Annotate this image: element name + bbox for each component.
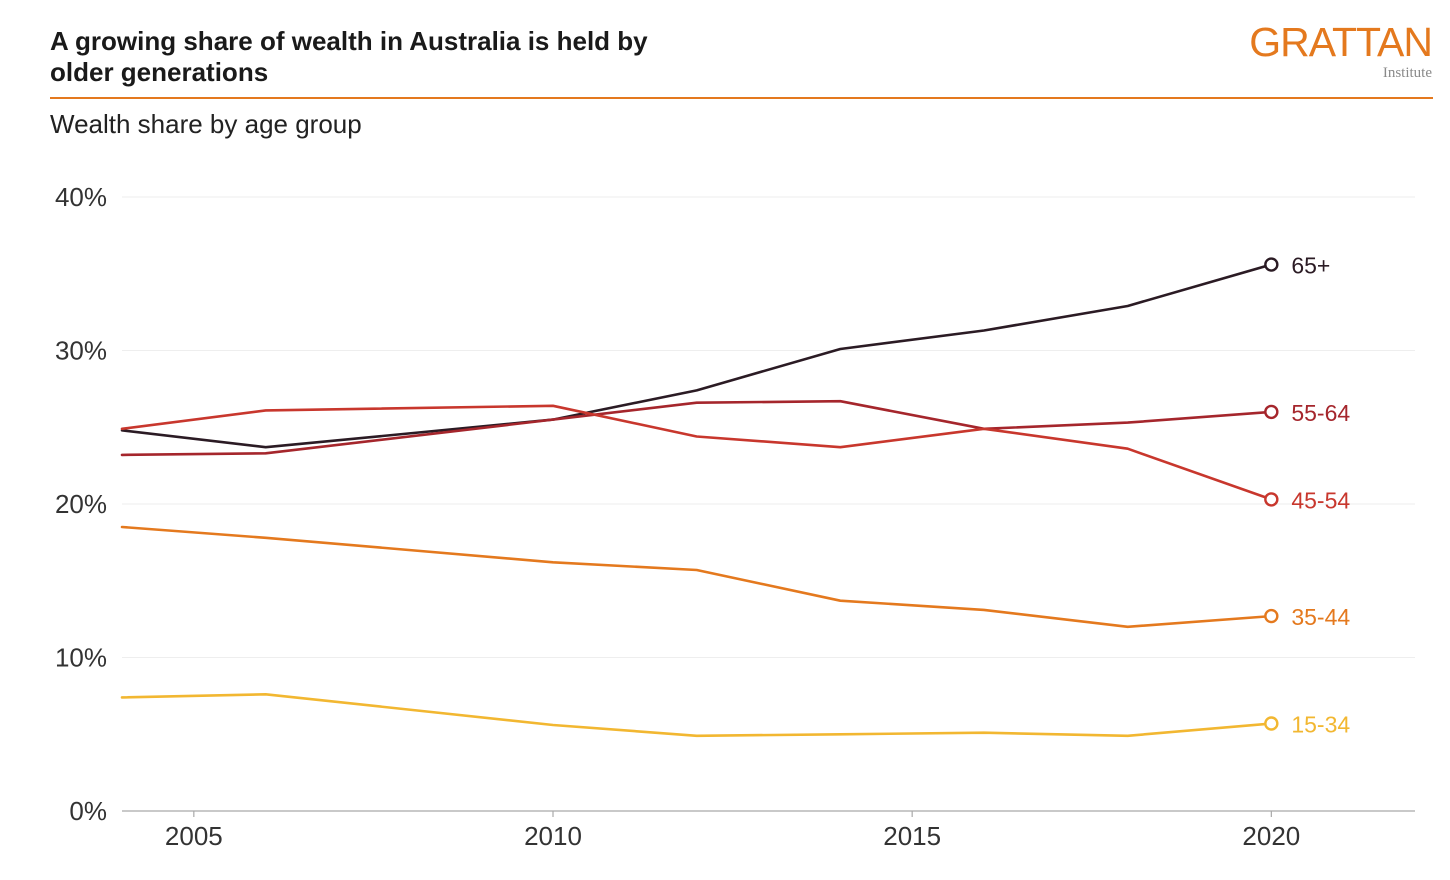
series-label-55-64: 55-64 [1291, 400, 1350, 426]
series-line-45-54 [120, 404, 1273, 501]
series-line-35-44 [120, 525, 1273, 629]
logo-wordmark: GRATTAN [1249, 19, 1433, 65]
series-label-65-: 65+ [1291, 253, 1330, 279]
x-tick-label: 2020 [1242, 821, 1300, 851]
series-end-marker-55-64 [1264, 404, 1279, 420]
logo-subtext: Institute [1382, 65, 1432, 81]
y-tick-label: 40% [55, 182, 107, 212]
series-line-15-34 [120, 692, 1273, 738]
series-line-65- [120, 263, 1273, 449]
x-tick-label: 2015 [883, 821, 941, 851]
gridlines [122, 196, 1415, 658]
chart-title-line-1: A growing share of wealth in Australia i… [50, 26, 648, 56]
y-tick-label: 20% [55, 489, 107, 519]
series-end-marker-45-54 [1264, 492, 1279, 507]
series-label-35-44: 35-44 [1291, 604, 1350, 630]
chart-title-line-2: older generations [50, 57, 269, 87]
series-label-15-34: 15-34 [1291, 712, 1350, 738]
x-axis: 2005 2010 2015 2020 [122, 810, 1415, 851]
y-axis: 0% 10% 20% 30% 40% [55, 182, 107, 826]
x-tick-label: 2010 [524, 821, 582, 851]
chart-title: A growing share of wealth in Australia i… [50, 26, 810, 88]
y-tick-label: 30% [55, 336, 107, 366]
header-divider [50, 97, 1433, 99]
series-end-marker-15-34 [1264, 716, 1279, 731]
series-end-marker-65- [1264, 257, 1279, 272]
grattan-logo: GRATTAN Institute [1222, 19, 1433, 84]
series-line-55-64 [120, 399, 1273, 457]
y-tick-label: 0% [69, 796, 107, 826]
series-end-marker-35-44 [1264, 608, 1279, 624]
series-labels: 65+ 55-64 45-54 35-44 15-34 [1291, 253, 1350, 738]
y-tick-label: 10% [55, 643, 107, 673]
x-tick-label: 2005 [165, 821, 223, 851]
series-label-45-54: 45-54 [1291, 487, 1350, 513]
chart-subtitle: Wealth share by age group [50, 109, 362, 139]
series-lines [120, 257, 1279, 738]
